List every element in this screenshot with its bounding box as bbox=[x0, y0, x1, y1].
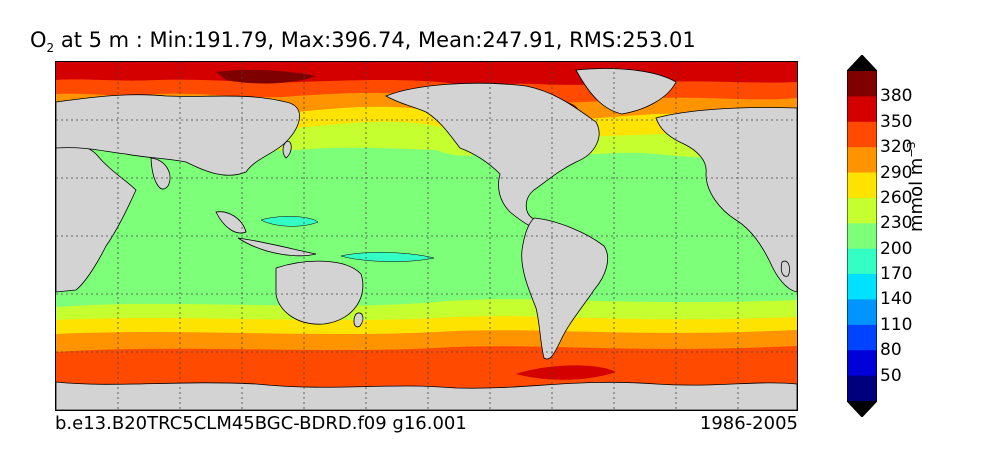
colorbar-tick-label: 320 bbox=[880, 137, 913, 158]
land-masses bbox=[56, 68, 797, 360]
band-north-380-a bbox=[216, 69, 316, 84]
map-canvas bbox=[56, 62, 797, 410]
colorbar-tick-label: 200 bbox=[880, 238, 913, 259]
land-new-zealand bbox=[353, 312, 364, 328]
ocean-map bbox=[55, 61, 798, 411]
title-variable: O bbox=[30, 28, 47, 52]
colorbar-level bbox=[847, 324, 877, 351]
graticule bbox=[56, 62, 797, 410]
colorbar-extend-max bbox=[847, 55, 877, 71]
land-greenland bbox=[575, 68, 677, 115]
colorbar-level bbox=[847, 299, 877, 326]
colorbar-level bbox=[847, 274, 877, 300]
land-japan bbox=[282, 140, 292, 159]
colorbar-svg bbox=[846, 54, 878, 418]
colorbar-labels: 380 350 320 290 260 230 200 170 140 110 80 50 bbox=[880, 70, 930, 400]
land-indonesia bbox=[237, 237, 317, 257]
land-australia bbox=[275, 260, 364, 325]
colorbar-level bbox=[847, 96, 877, 123]
colorbar-tick-label: 350 bbox=[880, 111, 913, 132]
colorbar-tick-label: 80 bbox=[880, 340, 902, 361]
patch-170-south bbox=[340, 252, 435, 262]
colorbar-level bbox=[847, 375, 877, 402]
colorbar-extend-min bbox=[847, 401, 877, 417]
colorbar-level bbox=[847, 147, 877, 174]
land-borneo bbox=[215, 211, 247, 234]
units-exponent: −3 bbox=[905, 141, 918, 158]
colorbar-tick-label: 140 bbox=[880, 289, 913, 310]
colorbar-tick-label: 230 bbox=[880, 213, 913, 234]
colorbar-level bbox=[847, 121, 877, 148]
colorbar-level bbox=[847, 71, 877, 97]
band-south-350 bbox=[516, 365, 616, 380]
colorbar-tick-label: 110 bbox=[880, 314, 913, 335]
colorbar-tick-label: 380 bbox=[880, 86, 913, 107]
land-india bbox=[150, 157, 171, 190]
units-text: mmol m bbox=[906, 157, 927, 232]
time-period: 1986-2005 bbox=[699, 413, 798, 434]
colorbar-units: mmol m−3 bbox=[905, 141, 927, 232]
title-stats: at 5 m : Min:191.79, Max:396.74, Mean:24… bbox=[54, 28, 696, 52]
colorbar-tick-label: 290 bbox=[880, 162, 913, 183]
colorbar-level bbox=[847, 248, 877, 275]
colorbar-level bbox=[847, 172, 877, 199]
land-south-america bbox=[521, 217, 608, 360]
colorbar bbox=[846, 54, 878, 418]
colorbar-level bbox=[847, 350, 877, 377]
title-subscript: 2 bbox=[46, 41, 55, 56]
colorbar-tick-label: 50 bbox=[880, 365, 902, 386]
colorbar-level bbox=[847, 223, 877, 250]
land-eurasia bbox=[56, 94, 300, 176]
land-europe-africa bbox=[655, 107, 797, 293]
land-madagascar bbox=[780, 260, 790, 277]
colorbar-level bbox=[847, 197, 877, 224]
case-name: b.e13.B20TRC5CLM45BGC-BDRD.f09 g16.001 bbox=[55, 413, 467, 434]
plot-title: O2 at 5 m : Min:191.79, Max:396.74, Mean… bbox=[30, 28, 696, 55]
colorbar-tick-label: 260 bbox=[880, 187, 913, 208]
land-antarctica bbox=[56, 381, 797, 410]
colorbar-tick-label: 170 bbox=[880, 264, 913, 285]
